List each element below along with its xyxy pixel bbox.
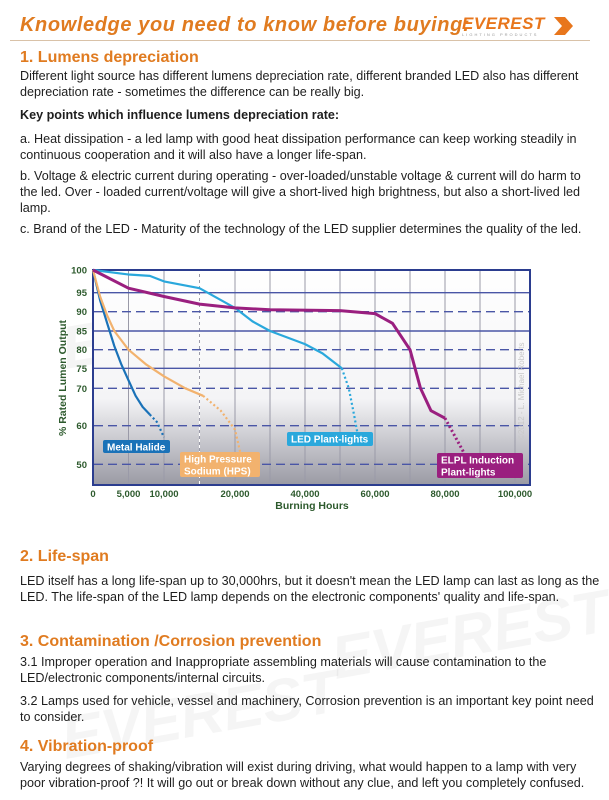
legend-label-box-led-plant-lights	[287, 432, 373, 446]
section-heading-lumens: 1. Lumens depreciation	[20, 49, 199, 66]
key-points-title: Key points which influence lumens deprec…	[20, 108, 340, 122]
page-title: Knowledge you need to know before buying…	[20, 14, 471, 36]
series-line-high-pressure-sodium-hps	[91, 269, 204, 397]
y-tick-label: 80	[76, 345, 87, 356]
copyright: ©2012 - L. Michael Roberts	[517, 343, 526, 441]
title-divider	[10, 40, 590, 41]
lifespan-text: LED itself has a long life-span up to 30…	[20, 574, 600, 604]
series-line-elpl-induction-plant-lights	[92, 268, 446, 420]
key-point-a: a. Heat dissipation - a led lamp with go…	[20, 132, 577, 162]
series-line-metal-halide	[91, 269, 151, 416]
y-tick-label: 50	[76, 460, 87, 471]
x-tick-label: 10,000	[149, 489, 178, 500]
section-heading-vibration: 4. Vibration-proof	[20, 738, 154, 755]
legend-label-high-pressure-sodium-hps: Sodium (HPS)	[184, 467, 251, 478]
y-tick-label: 85	[76, 327, 87, 338]
legend-label-metal-halide: Metal Halide	[107, 443, 166, 454]
section-heading-lifespan: 2. Life-span	[20, 548, 109, 565]
y-axis-label: % Rated Lumen Output	[57, 319, 69, 436]
key-point-c: c. Brand of the LED - Maturity of the te…	[20, 222, 582, 236]
x-tick-label: 60,000	[360, 489, 389, 500]
legend-label-box-elpl-induction-plant-lights	[437, 453, 523, 478]
legend-label-elpl-induction-plant-lights: ELPL Induction	[441, 456, 514, 467]
x-tick-label: 100,000	[498, 489, 532, 500]
contamination-point-2: 3.2 Lamps used for vehicle, vessel and m…	[20, 694, 594, 724]
logo-subtext: LIGHTING PRODUCTS	[462, 32, 539, 37]
legend-label-box-high-pressure-sodium-hps	[180, 452, 260, 477]
legend-label-elpl-induction-plant-lights: Plant-lights	[441, 468, 496, 479]
lumens-intro: Different light source has different lum…	[20, 69, 579, 99]
y-tick-label: 70	[76, 384, 87, 395]
contamination-point-1: 3.1 Improper operation and Inappropriate…	[20, 655, 547, 685]
y-tick-label: 95	[76, 288, 87, 299]
plot-area	[92, 269, 531, 486]
x-tick-label: 40,000	[290, 489, 319, 500]
x-tick-label: 0	[90, 489, 95, 500]
y-tick-label: 60	[76, 421, 87, 432]
series-line-led-plant-lights	[92, 268, 343, 370]
series-projection-metal-halide	[149, 413, 165, 438]
y-tick-label: 100	[71, 266, 87, 277]
y-tick-label: 90	[76, 307, 87, 318]
series-projection-elpl-induction-plant-lights	[443, 417, 468, 458]
x-tick-label: 5,000	[117, 489, 141, 500]
series-projection-high-pressure-sodium-hps	[202, 394, 242, 453]
x-tick-label: 80,000	[430, 489, 459, 500]
x-axis-label: Burning Hours	[275, 500, 349, 512]
everest-logo: EVEREST LIGHTING PRODUCTS	[462, 14, 545, 37]
legend-label-box-metal-halide	[103, 440, 170, 453]
legend-label-high-pressure-sodium-hps: High Pressure	[184, 455, 252, 466]
logo-text: EVEREST	[462, 14, 545, 33]
vibration-text: Varying degrees of shaking/vibration wil…	[20, 760, 585, 790]
section-heading-contamination: 3. Contamination /Corrosion prevention	[20, 633, 322, 650]
chevron-right-icon	[554, 17, 573, 35]
y-tick-label: 75	[76, 364, 87, 375]
key-point-b: b. Voltage & electric current during ope…	[20, 169, 581, 215]
x-tick-label: 20,000	[220, 489, 249, 500]
legend-label-led-plant-lights: LED Plant-lights	[291, 435, 369, 446]
series-projection-led-plant-lights	[340, 367, 359, 434]
